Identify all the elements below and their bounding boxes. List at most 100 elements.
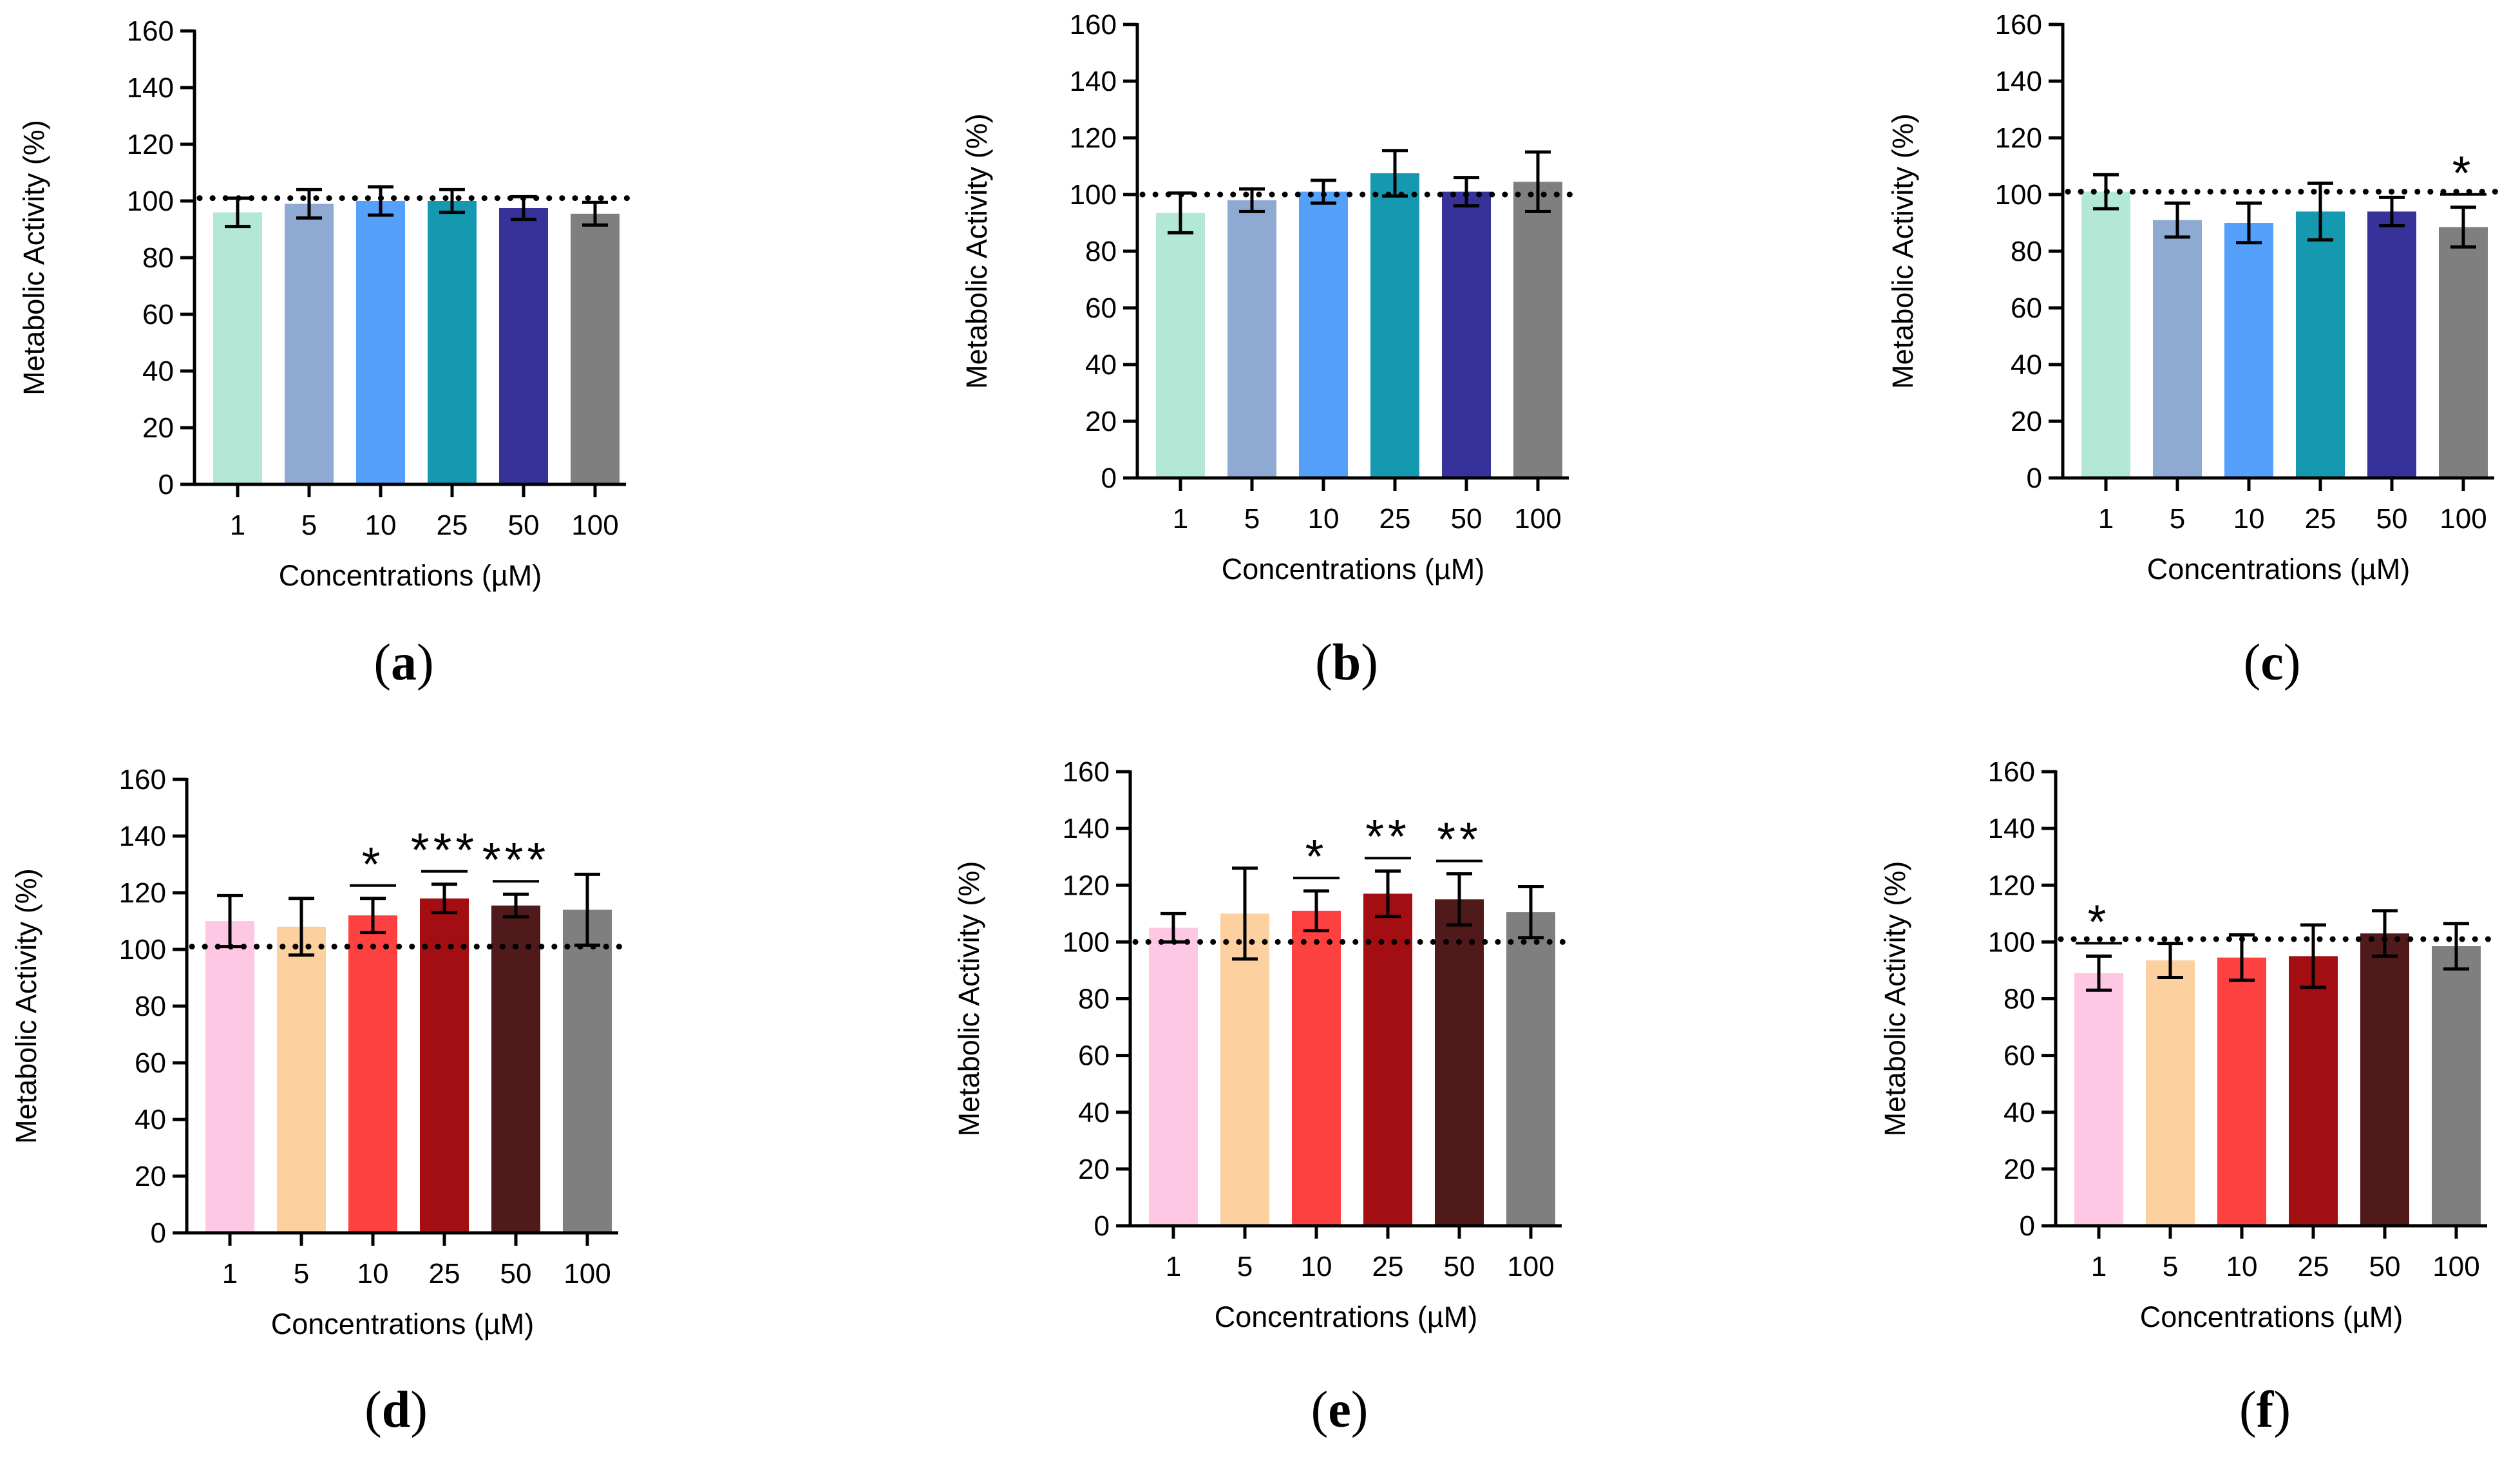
bar-25	[420, 898, 469, 1233]
panel-label-letter: f	[2257, 1382, 2275, 1438]
panel-label-open: (	[2239, 1382, 2257, 1438]
y-tick-label: 40	[1085, 349, 1117, 381]
bar-10	[2217, 957, 2266, 1226]
x-tick-label: 50	[1451, 503, 1483, 535]
bar-10	[2224, 223, 2273, 478]
y-tick-label: 60	[135, 1047, 166, 1079]
x-tick-label: 10	[1308, 503, 1340, 535]
bar-1	[205, 921, 254, 1233]
x-tick-label: 25	[2305, 503, 2336, 535]
y-axis-title: Metabolic Activity (%)	[17, 120, 50, 395]
panel-label-letter: e	[1328, 1382, 1351, 1438]
y-tick-label: 0	[1094, 1210, 1110, 1242]
x-tick-label: 5	[2163, 1251, 2178, 1282]
x-tick-label: 50	[1444, 1251, 1475, 1282]
panel-label-open: (	[1311, 1382, 1329, 1438]
x-axis-title: Concentrations (µM)	[1215, 1300, 1478, 1333]
bar-1	[1149, 928, 1198, 1226]
panel-label-close: )	[417, 634, 434, 691]
bar-1	[213, 212, 262, 484]
y-tick-label: 160	[1070, 9, 1117, 41]
bar-100	[571, 213, 620, 484]
significance-marker: **	[1437, 813, 1482, 866]
error-bar-25	[431, 882, 457, 915]
x-tick-label: 10	[2233, 503, 2265, 535]
y-axis-title: Metabolic Activity (%)	[10, 868, 43, 1144]
y-tick-label: 60	[2004, 1040, 2035, 1072]
bar-5	[2153, 220, 2202, 478]
panel-label: (e)	[1311, 1382, 1369, 1438]
bar-50	[1435, 899, 1484, 1226]
y-tick-label: 80	[2004, 984, 2035, 1015]
y-tick-label: 100	[127, 186, 174, 217]
panel-label: (f)	[2239, 1382, 2291, 1438]
y-tick-label: 20	[1078, 1154, 1110, 1185]
y-tick-label: 40	[142, 356, 174, 387]
y-tick-label: 0	[158, 469, 174, 500]
panel-c: 0 20 40 60 80 100 120 140 160 1 5 10 25 50 100 * Concent…	[1886, 9, 2505, 691]
bar-100	[2432, 946, 2481, 1226]
y-axis-title: Metabolic Activity (%)	[1886, 113, 1919, 389]
bar-50	[491, 905, 540, 1233]
x-tick-label: 1	[1173, 503, 1188, 535]
x-axis-title: Concentrations (µM)	[2140, 1300, 2403, 1333]
y-tick-label: 0	[2020, 1210, 2035, 1242]
x-tick-label: 25	[2298, 1251, 2329, 1282]
error-bar-100	[582, 200, 608, 227]
bar-5	[277, 926, 326, 1233]
y-tick-label: 140	[1063, 813, 1110, 844]
bar-1	[2081, 191, 2130, 478]
panel-label: (d)	[365, 1382, 428, 1438]
error-bar-5	[296, 187, 322, 220]
bar-10	[1292, 910, 1341, 1226]
error-bar-10	[2236, 201, 2262, 245]
y-tick-label: 120	[1988, 870, 2035, 901]
y-tick-label: 80	[1085, 236, 1117, 267]
bar-10	[348, 915, 397, 1233]
bar-25	[1370, 173, 1419, 478]
x-axis-title: Concentrations (µM)	[2147, 553, 2411, 586]
panel-label-letter: b	[1332, 634, 1361, 691]
y-tick-label: 60	[2011, 292, 2042, 324]
y-tick-label: 20	[1085, 406, 1117, 437]
y-tick-label: 140	[1988, 813, 2035, 844]
error-bar-100	[1525, 150, 1551, 213]
y-tick-label: 20	[135, 1161, 166, 1192]
panel-label-open: (	[374, 634, 391, 691]
error-bar-50	[503, 892, 529, 919]
y-tick-label: 100	[1988, 926, 2035, 958]
bar-100	[2439, 227, 2488, 478]
panel-label-close: )	[410, 1382, 428, 1438]
bar-25	[2296, 211, 2345, 478]
y-tick-label: 120	[119, 877, 166, 909]
panel-label-open: (	[365, 1382, 382, 1438]
y-tick-label: 140	[1995, 66, 2042, 97]
bar-10	[356, 201, 405, 484]
bar-1	[1156, 213, 1205, 478]
error-bar-5	[1239, 187, 1265, 213]
error-bar-10	[2229, 933, 2255, 982]
error-bar-25	[1375, 869, 1401, 919]
panel-label: (a)	[374, 634, 433, 691]
panel-label-close: )	[2284, 634, 2301, 691]
x-tick-label: 5	[301, 509, 317, 541]
y-tick-label: 80	[1078, 984, 1110, 1015]
y-tick-label: 40	[135, 1104, 166, 1136]
x-tick-label: 10	[2226, 1251, 2258, 1282]
panel-label: (b)	[1315, 634, 1378, 691]
x-tick-label: 5	[1237, 1251, 1253, 1282]
y-tick-label: 60	[1085, 292, 1117, 324]
x-tick-label: 1	[222, 1258, 238, 1290]
y-tick-label: 160	[1995, 9, 2042, 41]
panel-label-close: )	[1351, 1382, 1369, 1438]
x-tick-label: 100	[571, 509, 618, 541]
bar-10	[1299, 191, 1348, 478]
x-tick-label: 25	[437, 509, 468, 541]
significance-marker: **	[1365, 810, 1410, 863]
y-axis-title: Metabolic Activity (%)	[952, 861, 985, 1137]
y-tick-label: 120	[1070, 122, 1117, 154]
y-tick-label: 40	[2004, 1097, 2035, 1128]
y-tick-label: 20	[2004, 1154, 2035, 1185]
